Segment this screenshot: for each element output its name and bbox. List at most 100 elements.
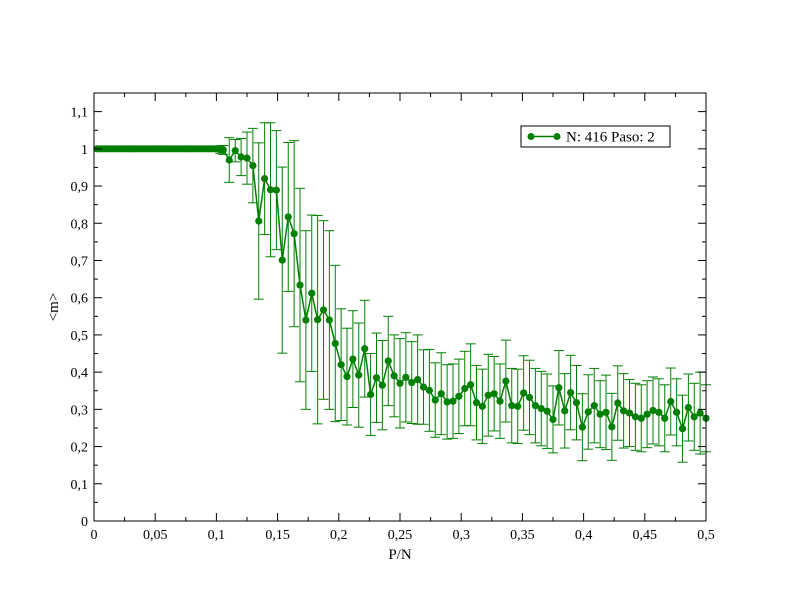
data-point: [255, 217, 263, 225]
data-point: [508, 402, 516, 410]
data-point: [361, 345, 369, 353]
y-tick-label: 0,9: [71, 180, 89, 195]
x-tick-label: 0: [91, 528, 98, 543]
data-point: [237, 153, 245, 161]
data-point: [349, 355, 357, 363]
data-point: [431, 396, 439, 404]
data-point: [649, 406, 657, 415]
data-point: [531, 402, 539, 410]
data-point: [543, 407, 551, 415]
data-point: [219, 146, 227, 154]
y-tick-label: 0,1: [71, 478, 89, 493]
data-point: [443, 398, 451, 406]
data-point: [572, 399, 581, 407]
data-point: [661, 414, 669, 422]
data-point: [514, 402, 522, 410]
data-point: [455, 392, 463, 400]
data-point: [472, 399, 481, 407]
data-point: [496, 397, 504, 405]
data-point: [355, 371, 363, 379]
data-point: [419, 383, 428, 391]
y-axis-label: <m>: [46, 293, 62, 322]
data-point: [620, 407, 628, 415]
data-point: [319, 306, 328, 314]
data-point: [608, 423, 616, 431]
data-point: [390, 372, 398, 380]
data-point: [537, 405, 545, 413]
y-tick-label: 0,3: [71, 403, 89, 418]
data-point: [249, 161, 257, 170]
data-point: [525, 393, 534, 402]
series-layer: [93, 145, 710, 433]
x-tick-label: 0,35: [510, 528, 535, 543]
legend: N: 416 Paso: 2: [520, 125, 671, 148]
data-point: [314, 316, 322, 324]
data-point: [325, 316, 333, 324]
x-tick-label: 0,5: [697, 528, 715, 543]
data-point: [437, 390, 445, 398]
data-point: [308, 289, 316, 297]
data-point: [696, 409, 704, 417]
data-point: [467, 381, 475, 389]
y-tick-label: 1: [81, 143, 88, 158]
data-point: [261, 175, 269, 183]
data-point: [402, 373, 410, 381]
data-point: [414, 375, 422, 384]
data-point: [667, 397, 675, 406]
data-point: [549, 415, 557, 423]
data-point: [490, 390, 498, 398]
data-point: [578, 423, 586, 431]
data-point: [396, 379, 404, 387]
data-point: [378, 381, 386, 389]
data-point: [449, 397, 457, 405]
data-point: [631, 413, 639, 421]
y-tick-label: 0,4: [71, 366, 89, 381]
data-point: [655, 408, 663, 416]
data-point: [372, 374, 381, 382]
data-point: [367, 390, 375, 399]
legend-series-marker: [553, 133, 561, 140]
x-axis-label: P/N: [388, 547, 412, 563]
data-point: [425, 386, 433, 394]
data-point: [225, 156, 233, 164]
data-point: [561, 407, 569, 415]
data-point: [690, 413, 698, 421]
y-tick-label: 0,8: [71, 217, 89, 232]
x-tick-label: 0,1: [208, 528, 226, 543]
data-point: [678, 425, 687, 433]
data-point: [231, 147, 239, 155]
data-point: [331, 339, 339, 348]
x-tick-label: 0,4: [575, 528, 593, 543]
data-point: [384, 357, 392, 365]
ticks-layer: 0 0,05 0,1 0,15 0,2 0,25 0,3 0,35 0,4 0,45 0,5 0 0,1…: [71, 93, 715, 543]
data-point: [502, 377, 510, 385]
x-tick-label: 0,25: [388, 528, 413, 543]
data-point: [567, 389, 575, 397]
data-point: [637, 414, 645, 422]
data-point: [272, 186, 280, 194]
data-point: [343, 372, 351, 381]
data-point: [337, 361, 345, 369]
data-point: [290, 230, 298, 238]
data-point: [614, 399, 622, 407]
y-tick-label: 0,2: [71, 441, 89, 456]
data-point: [266, 186, 275, 194]
data-point: [596, 410, 604, 418]
y-tick-label: 0,7: [71, 254, 89, 269]
legend-box: [520, 125, 671, 148]
data-point: [625, 409, 634, 417]
data-point: [478, 402, 486, 410]
x-tick-label: 0,45: [633, 528, 658, 543]
data-point: [408, 378, 416, 387]
data-point: [296, 281, 304, 289]
y-tick-label: 0,5: [71, 329, 89, 344]
y-tick-label: 0,6: [71, 292, 89, 307]
x-tick-label: 0,15: [265, 528, 290, 543]
data-point: [602, 408, 610, 416]
data-point: [555, 384, 563, 392]
data-point: [643, 410, 651, 418]
legend-series-marker: [527, 133, 535, 140]
y-tick-label: 0: [81, 515, 88, 530]
